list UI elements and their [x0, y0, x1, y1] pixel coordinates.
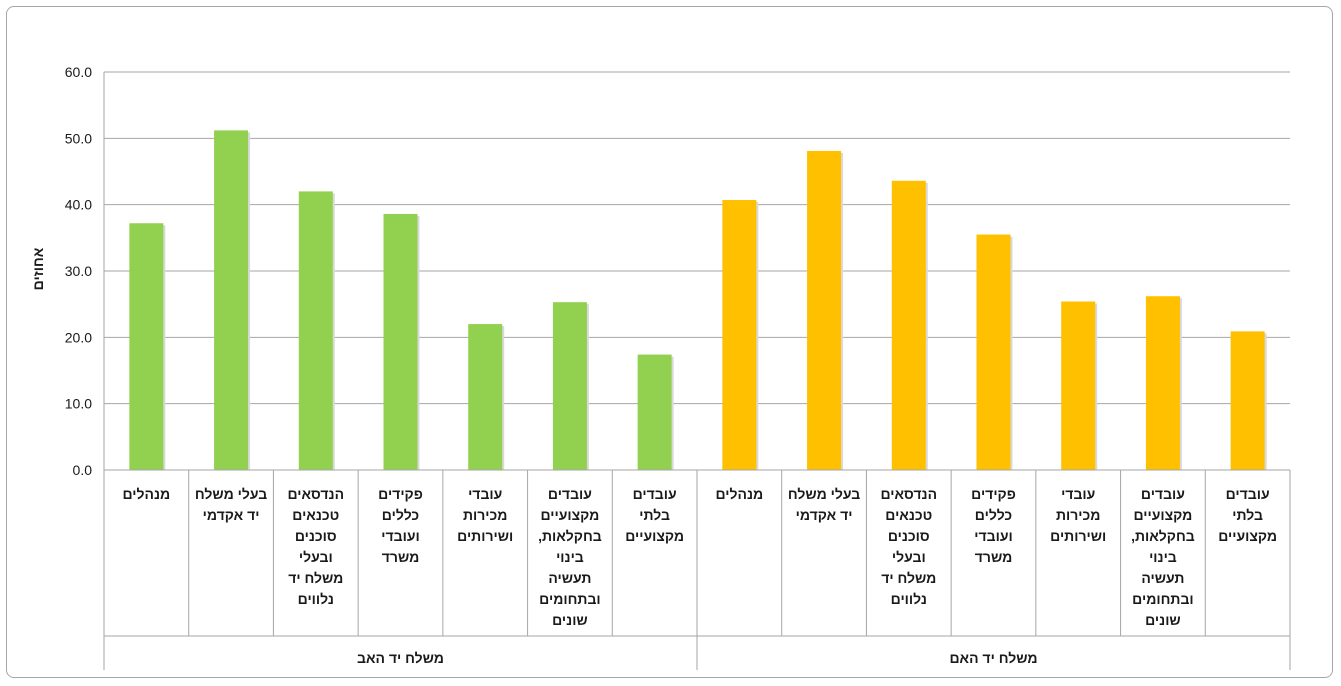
bar: [298, 191, 333, 470]
category-label: מנהלים: [715, 486, 764, 502]
bar: [552, 302, 587, 470]
y-tick-label: 0.0: [73, 462, 93, 478]
y-tick-label: 60.0: [65, 64, 92, 80]
bar: [214, 130, 249, 470]
bar: [383, 213, 418, 470]
bar: [129, 223, 164, 470]
category-label: עובדים מקצועיים בחקלאות, בינוי תעשיה ובת…: [1131, 486, 1195, 628]
bar: [722, 200, 757, 471]
category-label: עובדי מכירות ושירותים: [457, 486, 514, 544]
category-label: מנהלים: [122, 486, 171, 502]
bars: [129, 130, 1267, 471]
bar: [891, 180, 926, 470]
bar: [807, 150, 842, 471]
category-label: הנדסאים טכנאים סוכנים ובעלי משלח יד נלוו…: [880, 486, 938, 607]
category-label: בעלי משלח יד אקדמי: [194, 486, 268, 523]
group-label: משלח יד האב: [357, 650, 444, 666]
bar: [1230, 331, 1265, 470]
gridlines: [104, 71, 1290, 405]
axes: 0.0 10.0 20.0 30.0 40.0 50.0 60.0: [65, 64, 1291, 670]
category-label: פקידים כללים ועובדי משרד: [971, 486, 1016, 565]
y-tick-label: 30.0: [65, 263, 92, 279]
y-tick-label: 40.0: [65, 197, 92, 213]
y-axis-title: אחוזים: [30, 247, 46, 291]
bar: [1061, 301, 1096, 470]
bar: [637, 354, 672, 470]
category-label: בעלי משלח יד אקדמי: [787, 486, 861, 523]
bar: [468, 324, 503, 470]
y-tick-label: 20.0: [65, 329, 92, 345]
bar: [1145, 296, 1180, 470]
y-tick-label: 50.0: [65, 130, 92, 146]
bar: [976, 234, 1011, 470]
category-label: עובדי מכירות ושירותים: [1050, 486, 1107, 544]
category-label: עובדים מקצועיים בחקלאות, בינוי תעשיה ובת…: [538, 486, 602, 628]
category-label: פקידים כללים ועובדי משרד: [378, 486, 423, 565]
category-label: הנדסאים טכנאים סוכנים ובעלי משלח יד נלוו…: [287, 486, 345, 607]
category-label: עובדים בלתי מקצועיים: [1218, 486, 1278, 544]
category-label: עובדים בלתי מקצועיים: [625, 486, 685, 544]
y-tick-label: 10.0: [65, 396, 92, 412]
group-label: משלח יד האם: [949, 650, 1038, 666]
